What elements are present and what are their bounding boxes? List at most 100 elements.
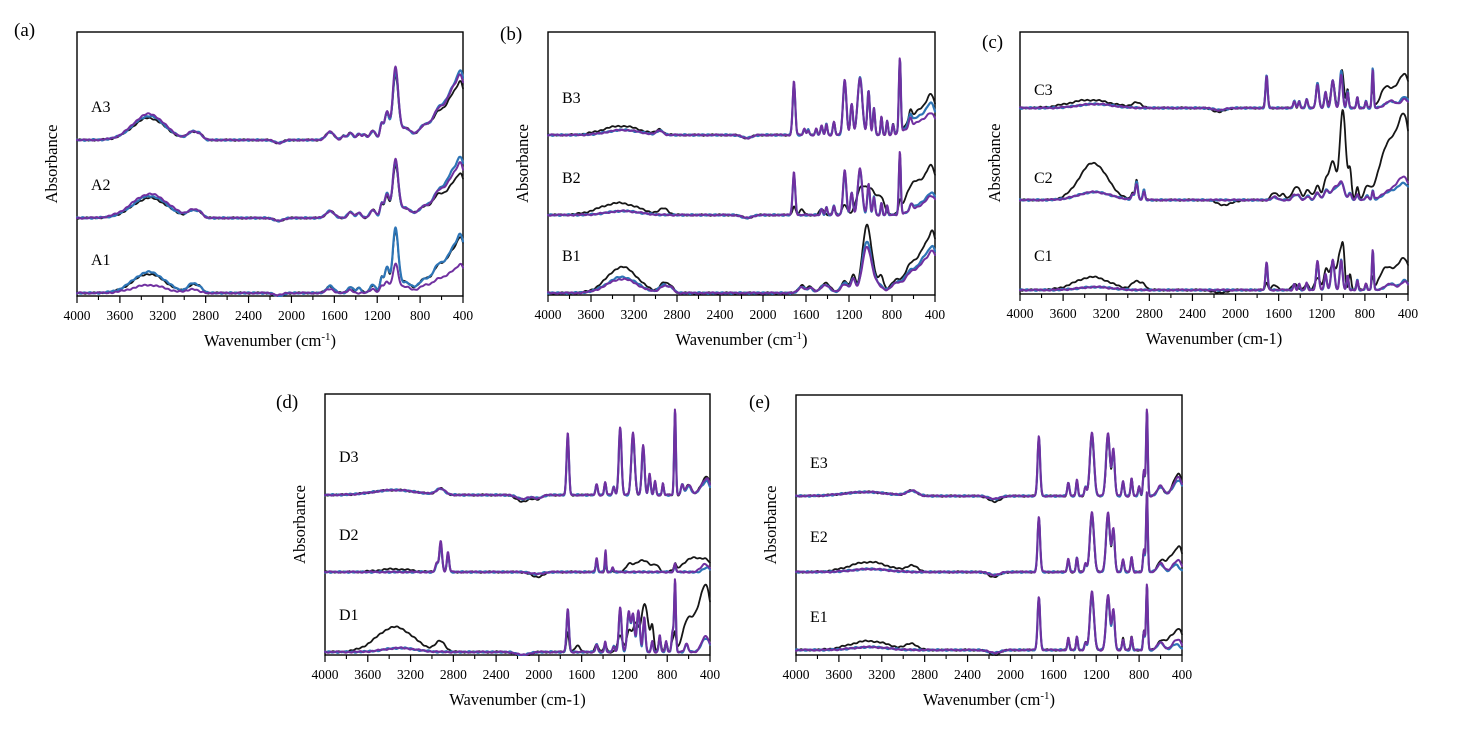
y-axis-label-a: Absorbance <box>42 125 61 204</box>
x-tick-label: 1600 <box>568 667 595 682</box>
x-tick-label: 400 <box>453 308 474 323</box>
trace-B3-blue <box>547 59 936 140</box>
x-tick-label: 1200 <box>1308 306 1335 321</box>
trace-B3-black <box>547 60 936 140</box>
x-tick-label: 800 <box>1129 667 1150 682</box>
panel-tag-d: (d) <box>276 392 298 413</box>
x-tick-label: 400 <box>1398 306 1419 321</box>
x-tick-label: 1200 <box>364 308 391 323</box>
trace-A3-black <box>76 73 464 145</box>
spectrum-label-B1: B1 <box>562 248 581 265</box>
spectrum-label-A2: A2 <box>91 177 111 194</box>
x-axis-title-b: Wavenumber (cm-1) <box>675 330 807 349</box>
panel-tag-b: (b) <box>500 24 522 45</box>
x-tick-label: 2000 <box>750 307 777 322</box>
spectrum-label-A1: A1 <box>91 252 111 269</box>
spectrum-label-B3: B3 <box>562 90 581 107</box>
plot-box-b <box>547 31 936 296</box>
x-tick-label: 3600 <box>825 667 852 682</box>
trace-B3-purple <box>547 57 936 140</box>
x-tick-label: 1600 <box>1040 667 1067 682</box>
plot-box-c <box>1019 31 1409 295</box>
x-tick-label: 400 <box>1172 667 1193 682</box>
trace-A3-purple <box>76 65 464 145</box>
trace-E1-purple <box>795 583 1183 655</box>
trace-B1-purple <box>547 245 936 295</box>
spectrum-label-B2: B2 <box>562 170 581 187</box>
x-tick-label: 2800 <box>192 308 219 323</box>
x-tick-label: 3200 <box>149 308 176 323</box>
x-tick-label: 2400 <box>235 308 262 323</box>
x-tick-label: 3200 <box>1093 306 1120 321</box>
x-tick-label: 400 <box>700 667 721 682</box>
x-tick-label: 3200 <box>397 667 424 682</box>
panel-tag-a: (a) <box>14 20 35 41</box>
trace-C2-black <box>1019 109 1409 207</box>
panel-tag-e: (e) <box>749 392 770 413</box>
x-tick-label: 1600 <box>321 308 348 323</box>
x-tick-label: 1200 <box>836 307 863 322</box>
trace-D3-blue <box>324 411 711 501</box>
trace-C3-purple <box>1019 69 1409 112</box>
y-axis-label-d: Absorbance <box>290 485 309 564</box>
x-tick-label: 2400 <box>954 667 981 682</box>
trace-A2-purple <box>76 157 464 222</box>
spectrum-label-E2: E2 <box>810 529 828 546</box>
x-tick-label: 2000 <box>1222 306 1249 321</box>
spectrum-label-A3: A3 <box>91 99 111 116</box>
trace-B2-purple <box>547 151 936 219</box>
x-axis-title-c: Wavenumber (cm-1) <box>1146 329 1283 348</box>
x-tick-label: 800 <box>657 667 678 682</box>
trace-E3-purple <box>795 408 1183 501</box>
x-tick-label: 4000 <box>1007 306 1034 321</box>
spectrum-label-C3: C3 <box>1034 82 1053 99</box>
trace-A2-black <box>76 164 464 223</box>
panel-a: (a) Absorbance 4000 3600 3200 2800 2400 2000 160… <box>14 20 473 350</box>
x-tick-label: 3200 <box>621 307 648 322</box>
x-tick-label: 2800 <box>911 667 938 682</box>
y-axis-label-b: Absorbance <box>513 124 532 203</box>
x-tick-label: 3600 <box>1050 306 1077 321</box>
plot-box-a <box>76 31 464 297</box>
x-axis-title-a: Wavenumber (cm-1) <box>204 331 336 350</box>
spectrum-label-C1: C1 <box>1034 248 1053 265</box>
x-tick-label: 4000 <box>64 308 91 323</box>
x-tick-label: 1200 <box>611 667 638 682</box>
trace-A3-blue <box>76 69 464 145</box>
panel-c: (c) Absorbance 4000 3600 3200 2800 2400 2000 160… <box>982 31 1419 348</box>
x-tick-label: 2400 <box>707 307 734 322</box>
trace-D2-purple <box>324 540 711 576</box>
x-tick-label: 800 <box>410 308 431 323</box>
spectrum-label-D3: D3 <box>339 449 359 466</box>
trace-C2-purple <box>1019 175 1409 202</box>
x-tick-label: 1600 <box>1265 306 1292 321</box>
x-tick-label: 3600 <box>354 667 381 682</box>
spectrum-label-E1: E1 <box>810 609 828 626</box>
trace-E2-purple <box>795 491 1183 577</box>
x-tick-label: 2400 <box>1179 306 1206 321</box>
x-tick-label: 400 <box>925 307 946 322</box>
x-axis-title-d: Wavenumber (cm-1) <box>449 690 586 709</box>
spectrum-label-E3: E3 <box>810 455 828 472</box>
trace-A1-purple <box>76 262 464 297</box>
spectrum-label-D1: D1 <box>339 607 359 624</box>
x-tick-label: 2800 <box>1136 306 1163 321</box>
x-tick-label: 1600 <box>793 307 820 322</box>
plot-box-d <box>324 393 711 656</box>
x-tick-label: 800 <box>1355 306 1376 321</box>
trace-C2-blue <box>1019 180 1409 202</box>
trace-D3-purple <box>324 408 711 501</box>
x-tick-label: 800 <box>882 307 903 322</box>
trace-C3-black <box>1019 69 1409 114</box>
x-tick-label: 2800 <box>664 307 691 322</box>
y-axis-label-c: Absorbance <box>985 124 1004 203</box>
panel-e: (e) Absorbance 4000 3600 3200 2800 2400 2000 160… <box>749 392 1192 709</box>
x-axis-title-e: Wavenumber (cm-1) <box>923 690 1055 709</box>
x-tick-label: 2000 <box>997 667 1024 682</box>
trace-B2-black <box>547 163 936 220</box>
x-tick-label: 4000 <box>783 667 810 682</box>
x-tick-label: 1200 <box>1083 667 1110 682</box>
x-tick-label: 3600 <box>578 307 605 322</box>
